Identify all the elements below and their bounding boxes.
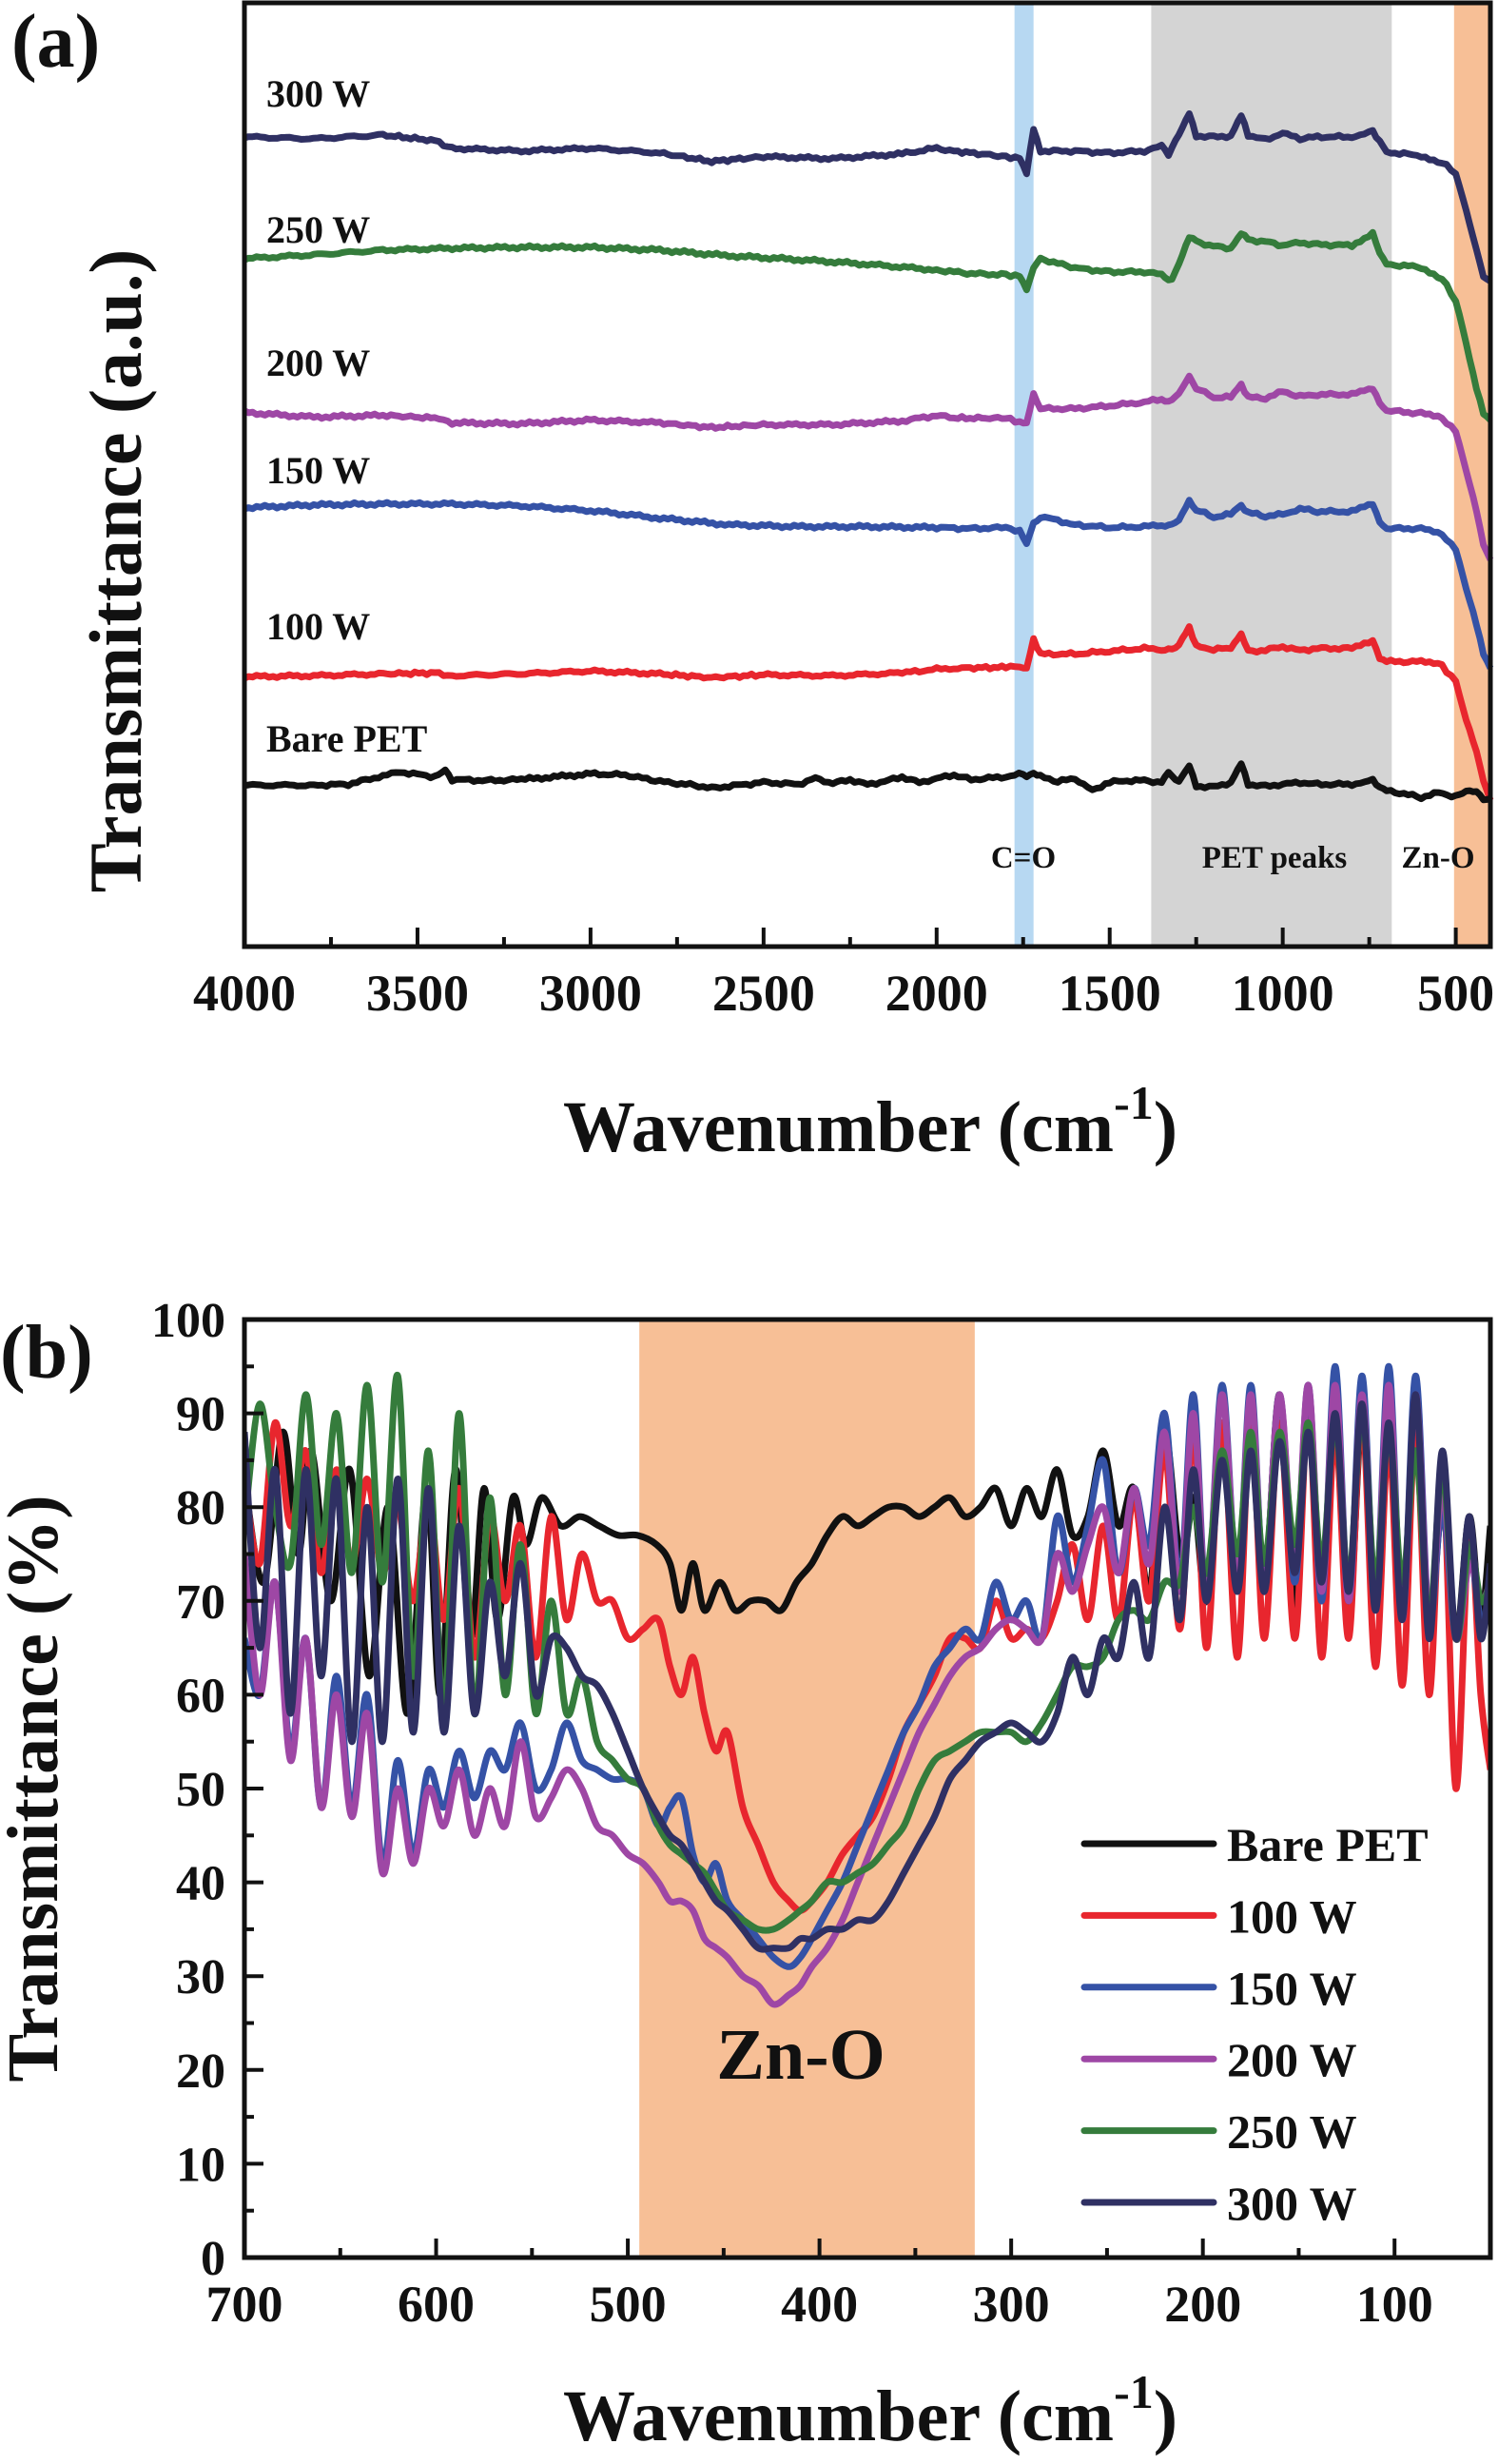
band-zn-o (639, 1320, 975, 2258)
series-line-100-w (243, 623, 1494, 802)
legend-item-100-w: 100 W (1080, 1889, 1357, 1943)
panel-a-bands (1014, 3, 1490, 947)
y-tick-label: 90 (176, 1388, 225, 1442)
legend-item-200-w: 200 W (1080, 2033, 1357, 2086)
x-tick-label: 4000 (193, 965, 296, 1022)
band-label-c-o: C=O (991, 841, 1056, 875)
series-label-bare-pet: Bare PET (266, 717, 428, 760)
band-label-pet-peaks: PET peaks (1202, 841, 1348, 875)
band-c-o (1014, 3, 1034, 947)
series-line-300-w (244, 1391, 1490, 1953)
legend-label: 300 W (1227, 2177, 1357, 2230)
band-pet-peaks (1151, 3, 1392, 947)
x-tick-label: 1000 (1232, 965, 1334, 1022)
x-tick-label: 500 (1417, 965, 1494, 1022)
x-tick-label: 3000 (539, 965, 642, 1022)
legend-item-250-w: 250 W (1080, 2105, 1357, 2159)
legend-label: Bare PET (1227, 1818, 1429, 1871)
series-line-150-w (243, 497, 1494, 670)
series-label-100-w: 100 W (266, 605, 370, 648)
legend-item-150-w: 150 W (1080, 1962, 1357, 2015)
x-tick-label: 200 (1164, 2276, 1241, 2333)
series-label-150-w: 150 W (266, 449, 370, 492)
x-tick-label: 400 (781, 2276, 858, 2333)
x-tick-label: 2000 (885, 965, 988, 1022)
band-zn-o (1453, 3, 1490, 947)
panel-a-y-axis-title: Transmittance (a.u.) (74, 249, 157, 893)
x-tick-label: 1500 (1059, 965, 1161, 1022)
y-tick-label: 10 (176, 2138, 225, 2192)
y-tick-label: 100 (151, 1294, 225, 1348)
y-tick-label: 70 (176, 1575, 225, 1630)
panel-a-x-axis-title: Wavenumber (cm-1) (563, 1076, 1177, 1167)
legend-label: 100 W (1227, 1889, 1357, 1943)
series-line-bare-pet (243, 760, 1492, 804)
panel-b-x-axis-title: Wavenumber (cm-1) (563, 2365, 1177, 2456)
x-tick-label: 100 (1356, 2276, 1433, 2333)
panel-a-label: (a) (11, 0, 100, 84)
panel-a: 4000 3500 3000 2500 2000 1500 1000 500 C=O PET p… (11, 0, 1494, 1167)
legend-label: 150 W (1227, 1962, 1357, 2015)
panel-b-ticks: 700 600 500 400 300 200 100 0 10 20 30 40 50 60 70 80 90… (151, 1294, 1433, 2333)
series-label-200-w: 200 W (266, 342, 370, 384)
panel-b-series (244, 1362, 1490, 2008)
panel-a-series (243, 110, 1494, 804)
x-tick-label: 2500 (712, 965, 815, 1022)
panel-a-frame (242, 0, 1493, 949)
panel-b-bands (639, 1320, 975, 2258)
panel-a-band-labels: C=O PET peaks Zn-O (991, 841, 1475, 875)
y-tick-label: 30 (176, 1950, 225, 2004)
x-tick-label: 3500 (366, 965, 469, 1022)
x-tick-label: 700 (206, 2276, 283, 2333)
legend-label: 200 W (1227, 2033, 1357, 2086)
series-line-300-w (243, 110, 1492, 284)
legend-item-300-w: 300 W (1080, 2177, 1357, 2230)
panel-a-series-labels: 300 W 250 W 200 W 150 W 100 W Bare PET (266, 72, 428, 760)
series-label-250-w: 250 W (266, 208, 370, 251)
series-label-300-w: 300 W (266, 72, 370, 115)
legend: Bare PET 100 W 150 W 200 W 250 W 300 W (1080, 1818, 1429, 2230)
panel-b-band-label: Zn-O (716, 2015, 885, 2095)
y-tick-label: 40 (176, 1857, 225, 1911)
y-tick-label: 0 (201, 2232, 225, 2286)
y-tick-label: 60 (176, 1669, 225, 1723)
series-line-200-w (243, 372, 1494, 561)
panel-b: 700 600 500 400 300 200 100 0 10 20 30 40 50 60 70 80 90… (0, 1294, 1493, 2456)
band-label-zn-o: Zn-O (1401, 841, 1474, 875)
panel-b-label: (b) (0, 1311, 93, 1395)
legend-item-bare-pet: Bare PET (1080, 1818, 1429, 1871)
x-tick-label: 500 (590, 2276, 667, 2333)
x-tick-label: 300 (973, 2276, 1050, 2333)
legend-label: 250 W (1227, 2105, 1357, 2159)
series-line-250-w (243, 228, 1493, 422)
y-tick-label: 50 (176, 1763, 225, 1817)
y-tick-label: 20 (176, 2044, 225, 2099)
y-tick-label: 80 (176, 1481, 225, 1535)
panel-a-x-ticks: 4000 3500 3000 2500 2000 1500 1000 500 (193, 928, 1494, 1022)
x-tick-label: 600 (398, 2276, 475, 2333)
panel-b-y-axis-title: Transmittance (%) (0, 1495, 73, 2082)
